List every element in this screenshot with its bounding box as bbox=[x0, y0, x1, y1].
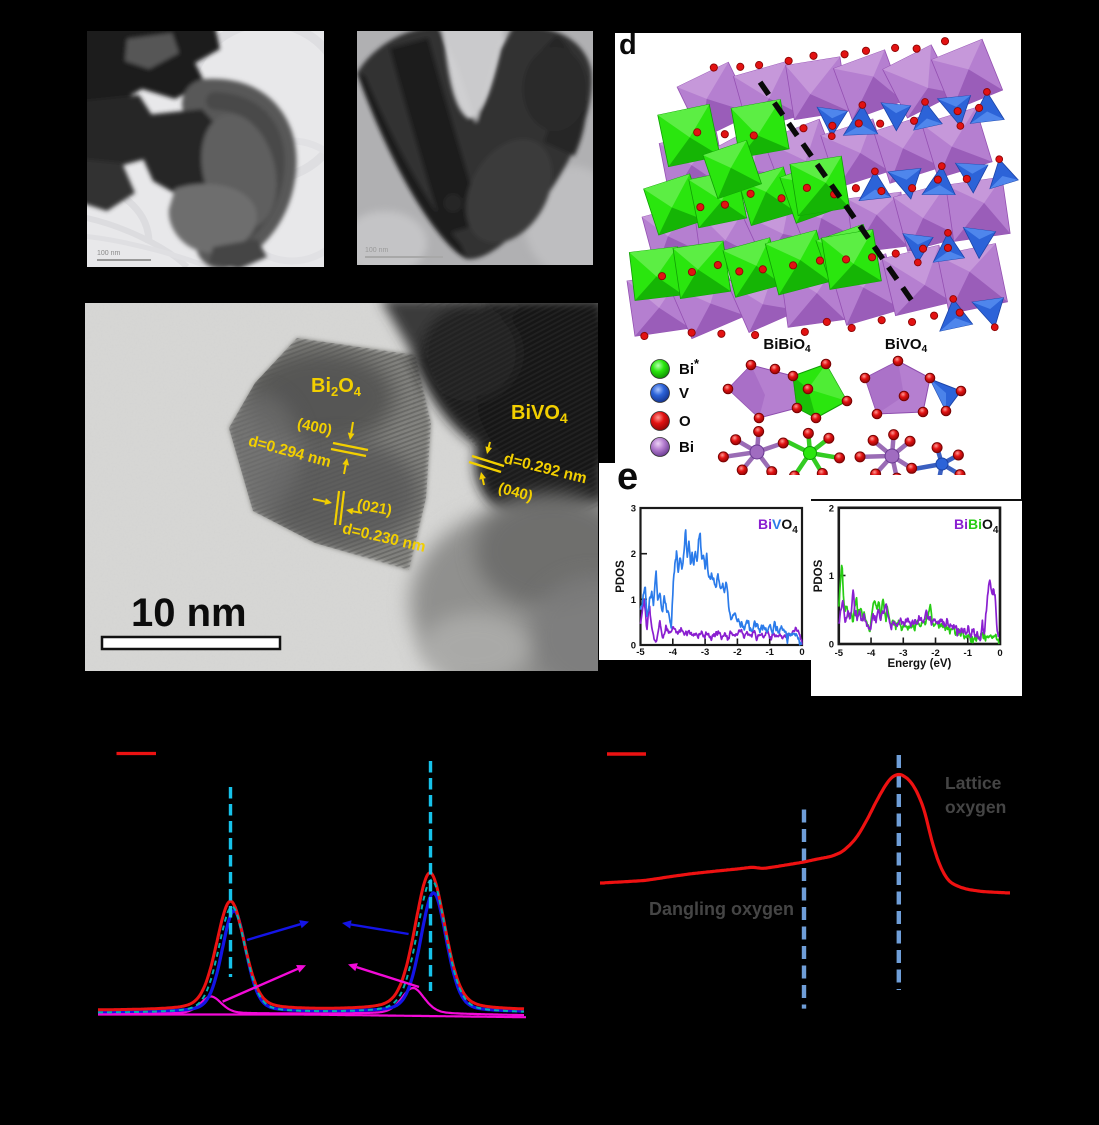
svg-text:BiBiO4: BiBiO4 bbox=[763, 336, 811, 355]
svg-text:-1: -1 bbox=[964, 648, 973, 659]
svg-text:d: d bbox=[619, 33, 637, 61]
svg-text:Bi: Bi bbox=[679, 439, 694, 456]
svg-text:10 nm: 10 nm bbox=[131, 591, 247, 635]
svg-text:0: 0 bbox=[829, 640, 834, 651]
svg-text:e: e bbox=[617, 456, 638, 498]
svg-text:PDOS: PDOS bbox=[615, 560, 627, 593]
svg-text:Dangling oxygen: Dangling oxygen bbox=[649, 899, 794, 919]
svg-text:3: 3 bbox=[631, 504, 636, 515]
svg-text:oxygen: oxygen bbox=[945, 797, 1006, 817]
svg-text:Lattice: Lattice bbox=[945, 773, 1002, 793]
svg-text:(400): (400) bbox=[296, 415, 334, 439]
svg-text:BiVO4: BiVO4 bbox=[885, 336, 928, 355]
svg-text:-5: -5 bbox=[636, 647, 645, 658]
svg-text:PDOS: PDOS bbox=[813, 559, 825, 592]
svg-text:(021): (021) bbox=[356, 496, 393, 519]
svg-text:2: 2 bbox=[631, 549, 636, 560]
svg-text:BiBiO4: BiBiO4 bbox=[954, 516, 999, 536]
svg-text:V: V bbox=[679, 385, 689, 402]
svg-text:-2: -2 bbox=[931, 648, 939, 659]
svg-text:-4: -4 bbox=[669, 647, 678, 658]
svg-text:100 nm: 100 nm bbox=[97, 250, 121, 257]
svg-text:Bi2O4: Bi2O4 bbox=[311, 375, 362, 399]
svg-text:1: 1 bbox=[829, 571, 835, 582]
svg-text:-3: -3 bbox=[701, 647, 709, 658]
svg-text:0: 0 bbox=[799, 647, 804, 658]
svg-text:0: 0 bbox=[631, 641, 636, 652]
svg-text:-4: -4 bbox=[867, 648, 876, 659]
svg-text:2: 2 bbox=[829, 503, 834, 514]
svg-text:Energy (eV): Energy (eV) bbox=[887, 658, 951, 670]
svg-text:-1: -1 bbox=[765, 647, 774, 658]
svg-text:-5: -5 bbox=[835, 648, 844, 659]
svg-text:BiVO4: BiVO4 bbox=[511, 402, 568, 426]
svg-text:0: 0 bbox=[997, 648, 1002, 659]
svg-text:O: O bbox=[679, 413, 691, 430]
svg-text:1: 1 bbox=[631, 595, 637, 606]
svg-text:-3: -3 bbox=[899, 648, 907, 659]
svg-text:100 nm: 100 nm bbox=[365, 247, 389, 254]
svg-text:-2: -2 bbox=[733, 647, 741, 658]
svg-text:BiVO4: BiVO4 bbox=[758, 516, 798, 536]
